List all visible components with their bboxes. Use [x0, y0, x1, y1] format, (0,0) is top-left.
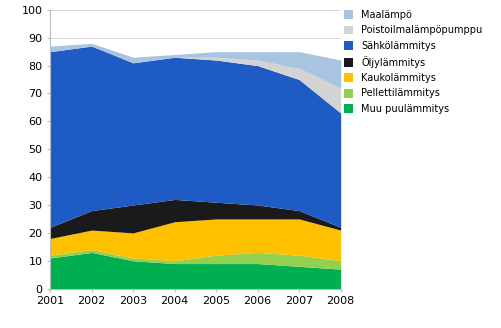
Legend: Maalämpö, Poistoilmalämpöpumppu, Sähkölämmitys, Öljylämmitys, Kaukolämmitys, Pel: Maalämpö, Poistoilmalämpöpumppu, Sähkölä…	[344, 10, 482, 114]
